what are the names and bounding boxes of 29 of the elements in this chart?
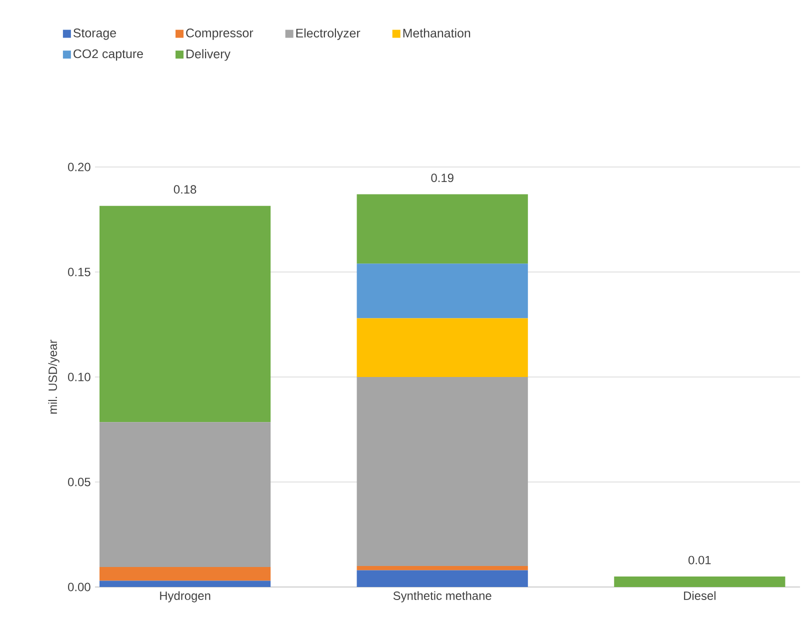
bar <box>356 194 528 264</box>
y-tick-label: 0.20 <box>68 162 90 172</box>
legend-label: CO2 capture <box>74 49 143 61</box>
x-tick-label: Synthetic methane <box>393 591 492 602</box>
bar <box>356 566 528 570</box>
legend-label: Electrolyzer <box>296 28 360 40</box>
legend-label: Compressor <box>186 28 254 40</box>
bar <box>356 318 528 377</box>
legend-label: Delivery <box>186 49 230 61</box>
y-tick-label: 0.05 <box>68 478 90 486</box>
bar <box>356 264 528 318</box>
bar <box>356 377 528 566</box>
bar <box>100 422 271 568</box>
total-label: 0.01 <box>688 556 711 564</box>
x-tick-label: Diesel <box>684 591 716 600</box>
total-label: 0.18 <box>174 185 196 194</box>
bar <box>614 576 786 587</box>
total-label: 0.19 <box>431 174 454 182</box>
bar <box>100 567 271 581</box>
bar <box>100 206 271 422</box>
x-tick-label: Hydrogen <box>160 591 210 602</box>
y-tick-label: 0.10 <box>68 372 90 382</box>
legend-label: Storage <box>73 28 116 40</box>
y-tick-label: 0.00 <box>68 582 90 592</box>
bar <box>100 580 271 587</box>
bar <box>356 570 528 587</box>
y-axis-title: mil. USD/year <box>48 340 60 414</box>
y-tick-label: 0.15 <box>68 268 90 276</box>
legend-label: Methanation <box>403 28 470 38</box>
